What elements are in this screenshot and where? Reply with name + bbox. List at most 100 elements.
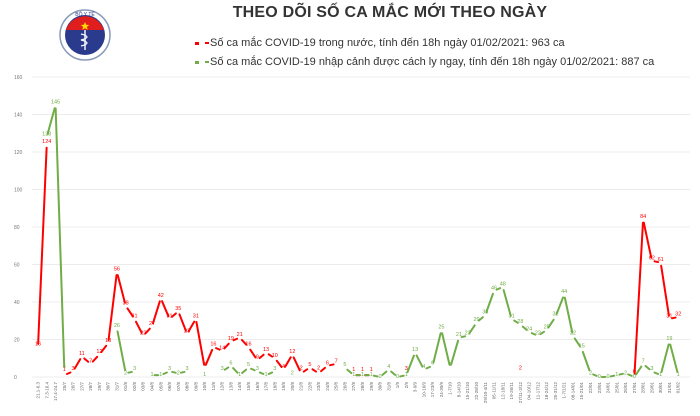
series-segment [521, 325, 528, 331]
x-tick-label: 28/01 [641, 382, 646, 394]
x-tick-label: 1/9 [395, 382, 400, 389]
x-tick-label: 22/8 [307, 382, 312, 391]
series-segment [320, 366, 326, 373]
series-segment [450, 339, 460, 366]
series-segment [669, 343, 679, 374]
data-label: 32 [552, 312, 558, 318]
series-segment [390, 370, 397, 376]
data-label: 84 [640, 214, 646, 220]
series-segment [415, 354, 424, 368]
series-segment [627, 373, 633, 377]
series-segment [107, 274, 118, 342]
series-segment [170, 312, 177, 318]
y-axis-ticks: 0 20 40 60 80 100 120 140 160 [14, 75, 23, 381]
x-tick-label: 09/8 [193, 382, 198, 391]
legend-marker-green-icon [195, 60, 199, 64]
x-tick-label: 08/8 [185, 382, 190, 391]
series-segment [660, 264, 670, 317]
data-label: 5 [308, 362, 311, 368]
x-tick-label: 30/8 [378, 382, 383, 391]
series-segment [116, 274, 126, 304]
data-label: 25 [544, 325, 550, 331]
x-tick-label: 07/8 [176, 382, 181, 391]
data-label: 2 [519, 365, 522, 371]
series-segment [644, 364, 651, 371]
series-segment [151, 300, 161, 325]
x-tick-label: 22/01 [588, 382, 593, 394]
series-segment [223, 342, 230, 350]
data-label: 2 [589, 370, 592, 376]
data-label: 1 [370, 372, 373, 378]
series-segment [346, 368, 353, 375]
series-segment [232, 337, 239, 342]
series-segment [618, 372, 624, 376]
series-segment [381, 370, 388, 376]
data-label: 3 [256, 366, 259, 372]
y-tick-label: 160 [14, 75, 23, 81]
data-label: 3 [221, 366, 224, 372]
data-label: 1 [352, 367, 355, 373]
data-label: 23 [184, 328, 190, 334]
x-tick-label: 25-31/12 [553, 382, 558, 400]
data-label: 2 [300, 365, 303, 371]
x-tick-label: 18/8 [272, 382, 277, 391]
data-label: 13 [412, 347, 418, 353]
data-label: 16 [35, 342, 41, 348]
series-segment [653, 371, 660, 375]
x-tick-label: 31/01 [667, 382, 672, 394]
data-label: 42 [158, 293, 164, 299]
x-tick-label: 10/8 [202, 382, 207, 391]
series-segment [513, 319, 519, 324]
data-label: 22 [535, 330, 541, 336]
x-tick-label: 26/01 [623, 382, 628, 394]
x-tick-label: 16/8 [255, 382, 260, 391]
x-tick-label: 27/11-3/12 [518, 382, 523, 404]
series-segment [530, 332, 537, 336]
data-label: 4 [387, 364, 390, 370]
x-tick-label: 21/8 [299, 382, 304, 391]
data-label: 19 [666, 336, 672, 342]
data-label: 3 [133, 366, 136, 372]
ministry-of-health-emblem-icon: BỘ Y TẾ [59, 9, 111, 61]
data-label: 11 [79, 351, 85, 357]
x-tick-label: 26/7 [71, 382, 76, 391]
x-tick-label: 27/7 [79, 382, 84, 391]
data-label: 27 [149, 321, 155, 327]
x-tick-label: 24/8 [325, 382, 330, 391]
data-label: 0 [378, 374, 381, 380]
data-label: 1 [370, 367, 373, 373]
series-segment [441, 332, 451, 366]
x-tick-label: 01/8 [123, 382, 128, 391]
data-label: 5 [247, 362, 250, 368]
series-segment [468, 324, 476, 335]
data-label: 1 [63, 367, 66, 373]
data-label: 28 [517, 319, 523, 325]
series-segment [144, 327, 151, 335]
x-tick-label: 1-7/10 [448, 382, 453, 395]
x-tick-label: 11-17/12 [535, 382, 540, 400]
data-label: 31 [509, 313, 515, 319]
x-tick-label: 19-26/11 [509, 382, 514, 400]
series-segment [399, 374, 405, 378]
series-segment [573, 337, 581, 348]
data-label: 0 [607, 374, 610, 380]
x-tick-label: 23/8 [316, 382, 321, 391]
series-segment [195, 321, 206, 366]
x-tick-label: 2/9 [404, 382, 409, 389]
data-label: 1 [361, 367, 364, 373]
series-segment [609, 374, 616, 378]
series-segment [642, 221, 653, 259]
grid-lines [32, 76, 690, 378]
series-segment [302, 368, 309, 373]
x-tick-label: 17.4-24.7 [53, 382, 58, 402]
legend-line-red-icon [205, 42, 209, 45]
data-label: 12 [96, 349, 102, 355]
x-tick-label: 25/7 [62, 382, 67, 391]
series-segment [100, 344, 108, 353]
data-label: 9 [256, 355, 259, 361]
data-label: 62 [649, 255, 655, 261]
x-tick-label: 05/8 [158, 382, 163, 391]
data-label: 46 [491, 285, 497, 291]
data-label: 6 [431, 360, 434, 366]
